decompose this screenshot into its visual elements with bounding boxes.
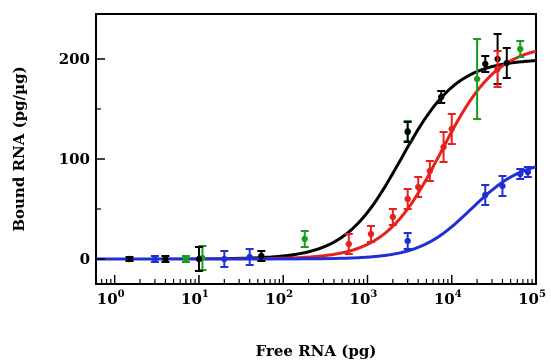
data-point [493,50,502,88]
data-points [125,33,532,272]
x-tick-label: 104 [434,289,462,308]
y-tick-label: 0 [80,250,90,268]
point-marker [182,255,190,263]
y-axis-title: Bound RNA (pg/µg) [10,66,28,231]
data-point [220,250,229,268]
data-point [125,255,134,263]
data-point [194,246,203,272]
data-point [300,230,309,248]
x-tick-label: 102 [265,289,293,308]
point-marker [404,128,411,136]
point-marker [221,255,228,263]
data-point [414,176,423,198]
data-point [498,175,507,197]
point-marker [389,213,397,221]
point-marker [438,93,445,101]
data-point [257,250,266,262]
data-point [403,188,412,210]
x-tick-label: 101 [181,289,209,308]
point-marker [301,235,308,243]
data-point [502,47,511,79]
point-marker [162,255,169,263]
data-point [181,255,190,263]
point-marker [258,252,265,260]
point-marker [367,230,375,238]
data-point [403,121,412,143]
point-marker [126,255,133,263]
data-point [439,131,448,163]
x-tick-label: 105 [518,289,546,308]
point-marker [345,240,352,248]
point-marker [246,253,253,261]
data-point [516,40,525,58]
point-marker [426,167,434,175]
data-point [245,248,254,266]
point-marker [404,195,411,203]
y-axis-ticks: 0 100 200 [59,50,105,268]
fit-curves [96,49,537,261]
point-marker [517,170,524,178]
data-point [344,233,353,255]
point-marker [524,168,532,176]
fit-curve [96,49,537,261]
point-marker [494,65,501,73]
data-point [523,166,532,178]
point-marker [415,183,422,191]
point-marker [482,60,489,68]
point-marker [195,255,203,263]
data-point [516,168,525,180]
point-marker [517,45,524,53]
plot-frame [95,13,537,285]
x-axis-ticks: 100 101 102 103 104 105 [97,275,546,308]
data-point [447,113,456,145]
point-marker [151,255,159,263]
fit-curve [96,165,537,261]
x-axis-title: Free RNA (pg) [256,342,377,360]
y-tick-label: 100 [59,150,90,168]
data-point [388,208,397,226]
point-marker [440,143,447,151]
data-point [473,38,482,120]
data-point [437,90,446,104]
fit-curve [96,59,537,261]
point-marker [473,75,481,83]
data-point [481,55,490,73]
data-point [150,255,159,263]
data-point [403,232,412,250]
x-tick-label: 100 [97,289,125,308]
point-marker [404,237,411,245]
y-tick-label: 200 [59,50,90,68]
data-point [425,160,434,182]
data-point [161,255,170,263]
point-marker [448,125,455,133]
x-tick-label: 103 [350,289,378,308]
data-point [366,225,375,243]
point-marker [503,59,510,67]
data-point [481,184,490,206]
point-marker [482,191,489,199]
point-marker [499,182,506,190]
